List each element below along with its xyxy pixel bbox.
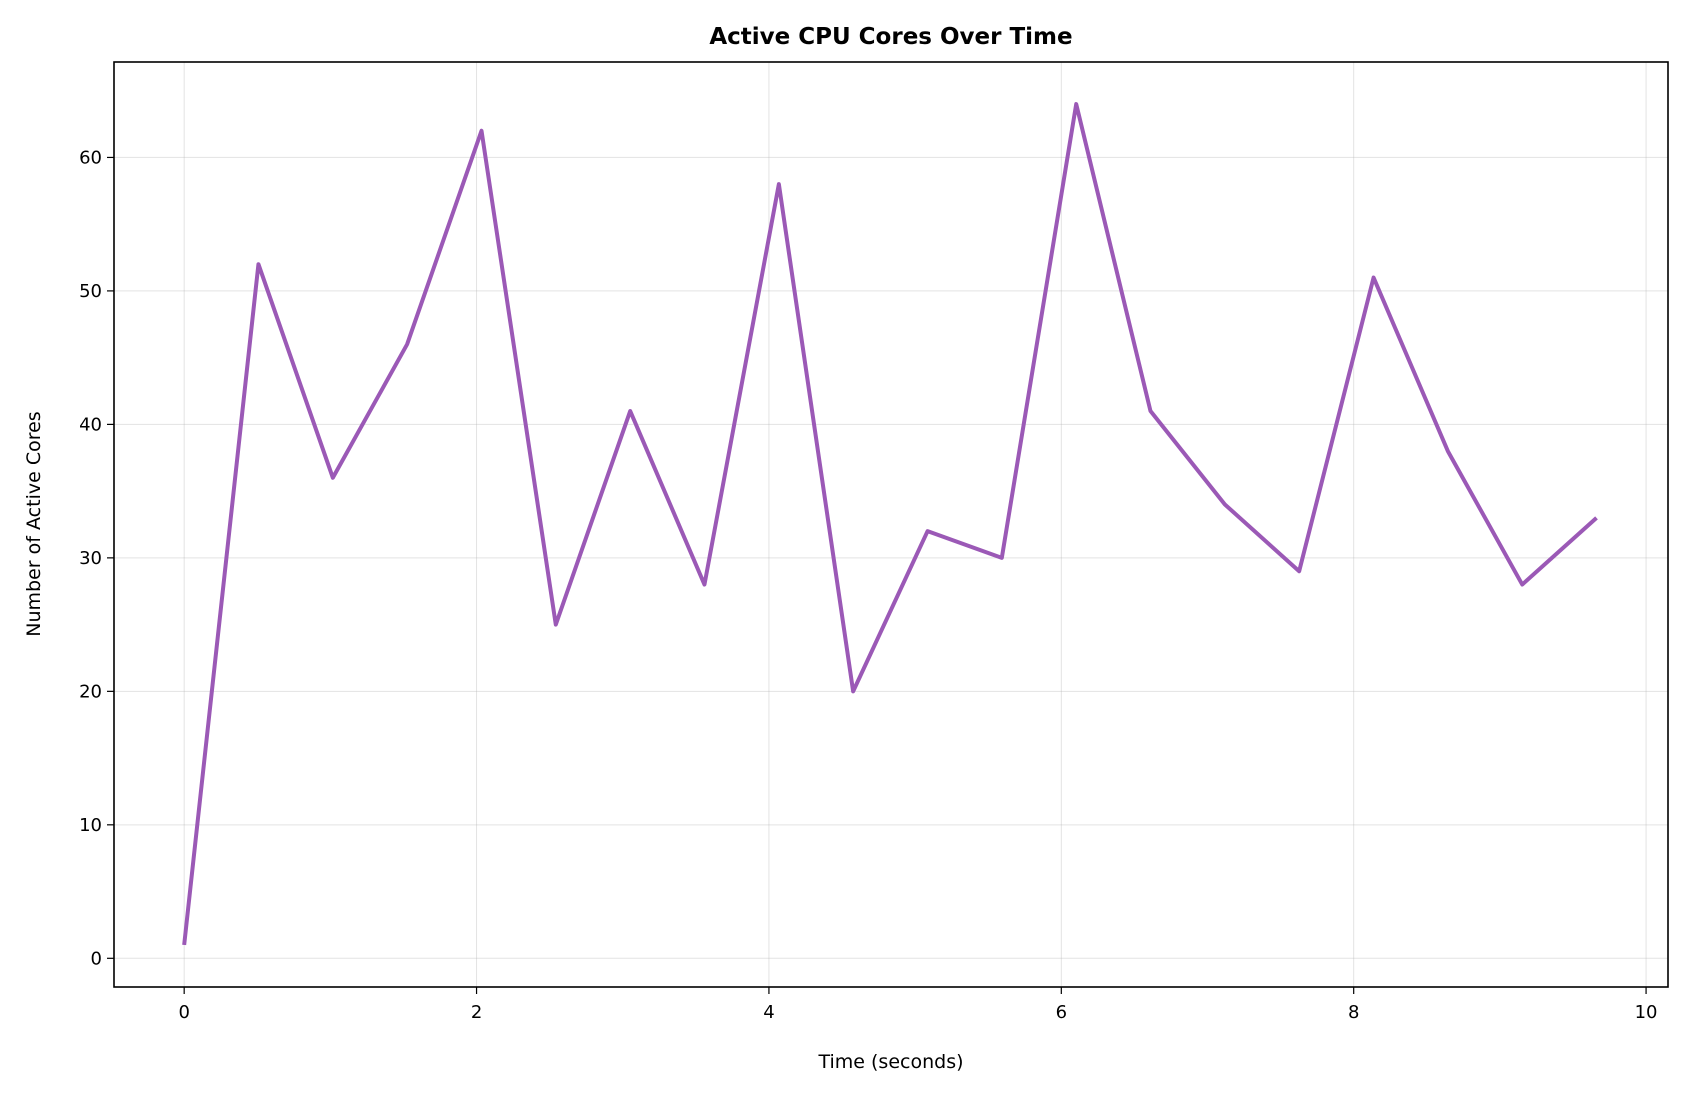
plot-frame bbox=[113, 61, 1669, 988]
y-tick-label: 40 bbox=[79, 414, 102, 435]
series-layer bbox=[182, 102, 1598, 946]
x-tick-label: 8 bbox=[1348, 1002, 1359, 1023]
x-axis-label: Time (seconds) bbox=[817, 1051, 963, 1073]
chart-title: Active CPU Cores Over Time bbox=[709, 24, 1072, 50]
x-tick-label: 6 bbox=[1056, 1002, 1067, 1023]
y-tick-label: 30 bbox=[79, 548, 102, 569]
y-axis-label: Number of Active Cores bbox=[23, 411, 45, 636]
x-tick-label: 2 bbox=[471, 1002, 482, 1023]
y-tick-label: 50 bbox=[79, 281, 102, 302]
x-tick-label: 4 bbox=[763, 1002, 774, 1023]
y-tick-label: 60 bbox=[79, 147, 102, 168]
y-tick-label: 20 bbox=[79, 681, 102, 702]
x-tick-label: 10 bbox=[1635, 1002, 1658, 1023]
grid bbox=[114, 62, 1668, 987]
x-tick-label: 0 bbox=[178, 1002, 189, 1023]
y-tick-label: 0 bbox=[91, 948, 102, 969]
axis-ticks: 0 2 4 6 8 10 0 10 20 30 40 50 60 bbox=[79, 147, 1657, 1023]
y-tick-label: 10 bbox=[79, 815, 102, 836]
series-line bbox=[182, 102, 1598, 946]
